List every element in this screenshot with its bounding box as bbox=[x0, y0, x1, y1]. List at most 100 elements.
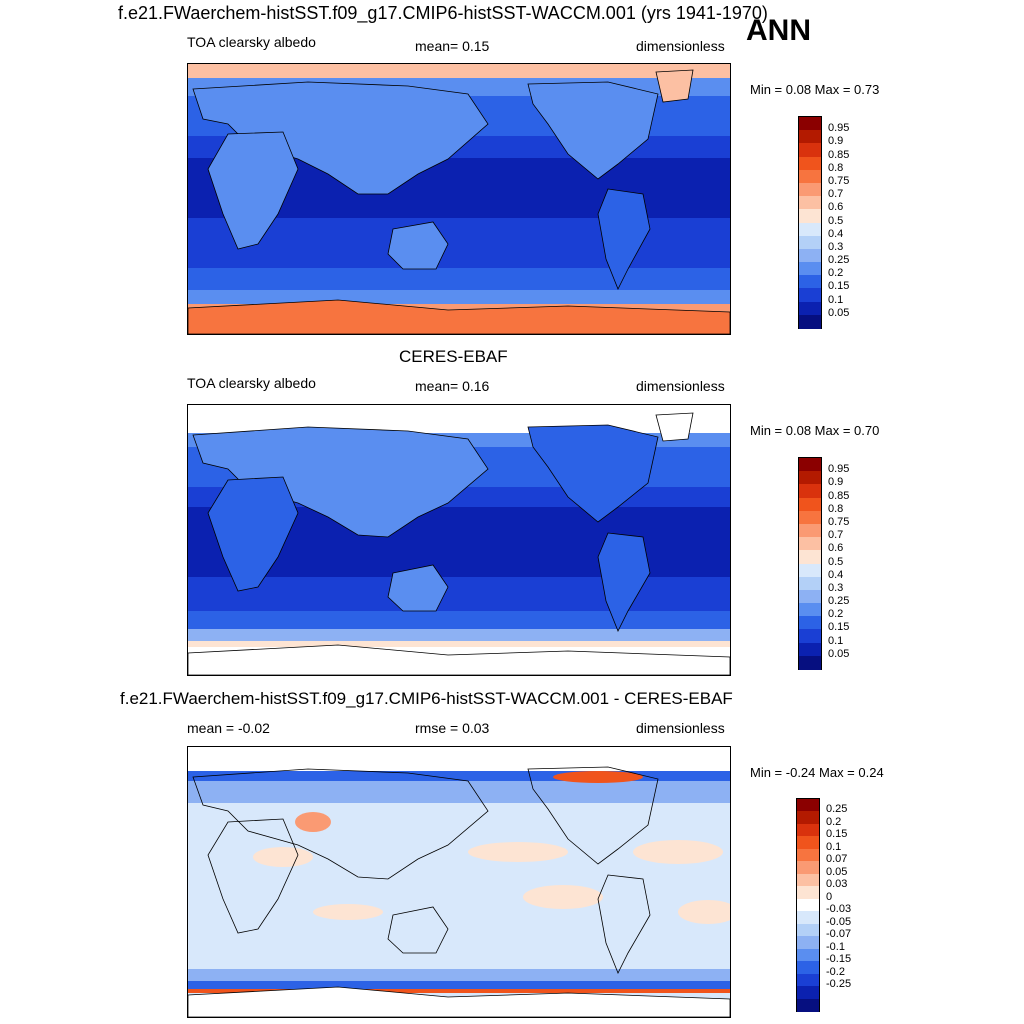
mean-label: mean= 0.16 bbox=[415, 378, 490, 394]
diff-title: f.e21.FWaerchem-histSST.f09_g17.CMIP6-hi… bbox=[120, 689, 733, 708]
colorbar-tick-label: 0.75 bbox=[828, 174, 850, 187]
colorbar-tick-label: -0.1 bbox=[826, 940, 845, 953]
colorbar-tick-label: 0.25 bbox=[828, 254, 850, 267]
africa-outline bbox=[207, 818, 299, 934]
colorbar-swatch bbox=[799, 655, 821, 670]
colorbar-swatch bbox=[797, 911, 819, 925]
colorbar-swatch bbox=[797, 898, 819, 912]
colorbar-swatch bbox=[799, 523, 821, 538]
map-obs-svg bbox=[188, 405, 730, 675]
colorbar-tick-label: 0.75 bbox=[828, 515, 850, 528]
colorbar-tick-label: 0.95 bbox=[828, 122, 850, 135]
colorbar-swatch bbox=[799, 497, 821, 512]
south-america-shape bbox=[597, 532, 651, 632]
colorbar-tick-label: -0.03 bbox=[826, 903, 852, 916]
colorbar-tick-label: 0.05 bbox=[826, 865, 848, 878]
antarctica-shape bbox=[188, 299, 730, 334]
colorbar-swatch bbox=[797, 973, 819, 987]
colorbar-swatch bbox=[797, 811, 819, 825]
variable-label: TOA clearsky albedo bbox=[187, 34, 316, 50]
colorbar-swatch bbox=[799, 550, 821, 565]
units-label: dimensionless bbox=[636, 378, 725, 394]
colorbar-swatch bbox=[799, 629, 821, 644]
colorbar-swatch bbox=[799, 182, 821, 197]
rmse-label: rmse = 0.03 bbox=[415, 720, 490, 736]
map-obs bbox=[187, 404, 731, 676]
eurasia-shape bbox=[192, 81, 489, 195]
africa-shape bbox=[207, 131, 299, 250]
mean-label: mean= 0.15 bbox=[415, 38, 490, 54]
colorbar-swatch bbox=[799, 563, 821, 578]
colorbar-tick-label: -0.15 bbox=[826, 953, 852, 966]
colorbar-swatch bbox=[799, 248, 821, 263]
colorbar-swatch bbox=[799, 510, 821, 525]
colorbar-swatch bbox=[799, 471, 821, 486]
colorbar-swatch bbox=[797, 998, 819, 1012]
colorbar-swatch bbox=[799, 130, 821, 145]
colorbar-swatch bbox=[799, 117, 821, 131]
bias-patch bbox=[295, 812, 331, 832]
colorbar-swatch bbox=[797, 923, 819, 937]
colorbar-swatch bbox=[797, 986, 819, 1000]
colorbar-swatch bbox=[799, 262, 821, 277]
antarctica-outline bbox=[188, 986, 730, 1017]
colorbar-tick-label: -0.05 bbox=[826, 915, 852, 928]
colorbar-tick-label: 0.85 bbox=[828, 148, 850, 161]
units-label: dimensionless bbox=[636, 720, 725, 736]
colorbar-swatch bbox=[799, 603, 821, 618]
africa-shape bbox=[207, 476, 299, 592]
colorbar-swatch bbox=[799, 169, 821, 184]
colorbar-swatch bbox=[797, 961, 819, 975]
colorbar-tick-label: 0.9 bbox=[828, 476, 844, 489]
colorbar-tick-label: 0.2 bbox=[828, 608, 844, 621]
colorbar-swatch bbox=[797, 799, 819, 812]
colorbar-tick-label: 0.3 bbox=[828, 581, 844, 594]
colorbar-swatch bbox=[799, 275, 821, 290]
colorbar-tick-label: -0.2 bbox=[826, 965, 845, 978]
colorbar-tick-label: 0.6 bbox=[828, 201, 844, 214]
minmax-label: Min = 0.08 Max = 0.70 bbox=[750, 423, 880, 438]
map-model bbox=[187, 63, 731, 335]
north-america-shape bbox=[527, 424, 659, 523]
main-title: f.e21.FWaerchem-histSST.f09_g17.CMIP6-hi… bbox=[118, 3, 768, 23]
antarctic-edge-bias bbox=[188, 989, 730, 993]
colorbar-swatch bbox=[799, 209, 821, 224]
colorbar-tick-label: 0.4 bbox=[828, 568, 844, 581]
colorbar-swatch bbox=[797, 886, 819, 900]
colorbar-swatch bbox=[799, 537, 821, 552]
greenland-shape bbox=[655, 412, 694, 442]
colorbar-tick-label: 0.15 bbox=[828, 621, 850, 634]
southern-ocean-bias-band bbox=[188, 981, 730, 989]
arctic-bias-band bbox=[188, 771, 730, 781]
colorbar-tick-label: 0.15 bbox=[826, 828, 848, 841]
colorbar-model bbox=[798, 116, 822, 329]
colorbar-swatch bbox=[799, 314, 821, 329]
map-model-svg bbox=[188, 64, 730, 334]
colorbar-tick-label: 0.1 bbox=[828, 634, 844, 647]
arctic-band bbox=[188, 64, 730, 78]
colorbar-swatch bbox=[799, 458, 821, 472]
south-america-shape bbox=[597, 188, 651, 290]
season-label: ANN bbox=[746, 14, 811, 47]
colorbar-swatch bbox=[797, 936, 819, 950]
diff-mean-label: mean = -0.02 bbox=[187, 720, 270, 736]
australia-shape bbox=[387, 564, 449, 612]
colorbar-tick-label: 0.8 bbox=[828, 502, 844, 515]
colorbar-tick-label: 0.1 bbox=[826, 840, 842, 853]
bias-patch bbox=[253, 847, 313, 867]
colorbar-tick-label: 0.2 bbox=[828, 267, 844, 280]
colorbar-tick-label: 0.1 bbox=[828, 293, 844, 306]
colorbar-tick-label: 0.03 bbox=[826, 878, 848, 891]
variable-label: TOA clearsky albedo bbox=[187, 375, 316, 391]
colorbar-tick-label: 0.4 bbox=[828, 227, 844, 240]
colorbar-swatch bbox=[799, 235, 821, 250]
bias-patch bbox=[313, 904, 383, 920]
colorbar-swatch bbox=[799, 222, 821, 237]
colorbar-swatch bbox=[799, 616, 821, 631]
south-america-outline bbox=[597, 874, 651, 974]
north-america-shape bbox=[527, 81, 659, 180]
colorbar-tick-label: 0.85 bbox=[828, 489, 850, 502]
bias-patch bbox=[633, 840, 723, 864]
colorbar-tick-label: 0.8 bbox=[828, 161, 844, 174]
colorbar-tick-label: 0.15 bbox=[828, 280, 850, 293]
